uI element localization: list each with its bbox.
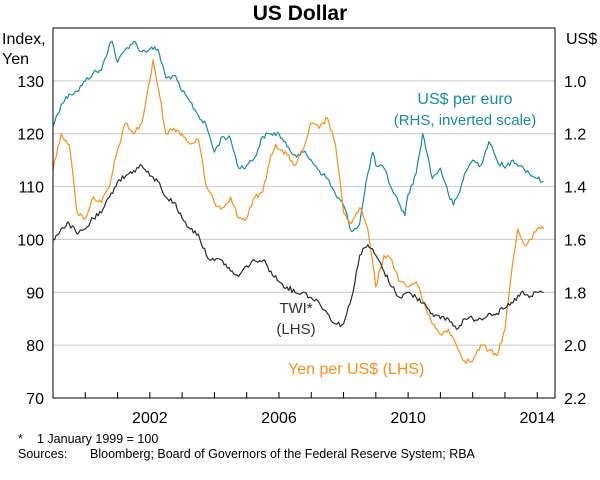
series-line-yen-per-us [52, 59, 545, 365]
right-axis-label: US$ [566, 31, 597, 48]
right-tick-label: 1.0 [564, 74, 586, 91]
sources-text: Bloomberg; Board of Governors of the Fed… [90, 447, 475, 461]
chart-title: US Dollar [253, 2, 348, 25]
chart-notes: * 1 January 1999 = 100 Sources: Bloomber… [18, 432, 588, 462]
yen-annotation: Yen per US$ (LHS) [288, 361, 424, 378]
left-axis-ticks: 70 80 90 100 110 120 130 [17, 74, 44, 408]
left-tick-label: 120 [17, 127, 44, 144]
sources-label: Sources: [18, 447, 68, 461]
x-tick-label: 2014 [519, 410, 555, 427]
right-tick-label: 1.6 [564, 232, 586, 249]
twi-annotation-line1: TWI* [279, 300, 312, 317]
twi-annotation-line2: (LHS) [276, 321, 315, 338]
x-tick-label: 2006 [261, 410, 297, 427]
footnote-text: 1 January 1999 = 100 [37, 432, 159, 446]
left-axis-label-line2: Yen [2, 51, 29, 68]
right-tick-label: 2.0 [564, 338, 586, 355]
x-tick-label: 2002 [132, 410, 168, 427]
series-line-us-per-euro [52, 40, 544, 233]
x-tick-label: 2010 [390, 410, 426, 427]
left-tick-label: 130 [17, 74, 44, 91]
left-tick-label: 90 [26, 285, 44, 302]
right-tick-label: 1.8 [564, 285, 586, 302]
right-tick-label: 1.2 [564, 127, 586, 144]
series-line-twi [52, 164, 544, 330]
gridlines [53, 80, 555, 346]
right-axis-ticks: 1.0 1.2 1.4 1.6 1.8 2.0 2.2 [564, 74, 586, 408]
plot-frame [52, 27, 556, 399]
footnote: * 1 January 1999 = 100 [18, 432, 588, 447]
euro-annotation-line1: US$ per euro [417, 91, 512, 108]
left-tick-label: 110 [18, 180, 44, 197]
euro-annotation-line2: (RHS, inverted scale) [394, 112, 537, 129]
series-lines [52, 40, 545, 365]
footnote-symbol: * [18, 432, 23, 446]
left-tick-label: 100 [17, 232, 44, 249]
left-tick-label: 70 [26, 391, 44, 408]
x-axis-ticks: 2002 2006 2010 2014 [52, 392, 555, 427]
left-tick-label: 80 [26, 338, 44, 355]
right-tick-label: 1.4 [564, 180, 586, 197]
chart: US Dollar Index, Yen US$ 70 80 90 100 110 120… [2, 2, 597, 427]
left-axis-label-line1: Index, [2, 31, 46, 48]
sources: Sources: Bloomberg; Board of Governors o… [18, 447, 588, 462]
right-tick-label: 2.2 [564, 391, 586, 408]
